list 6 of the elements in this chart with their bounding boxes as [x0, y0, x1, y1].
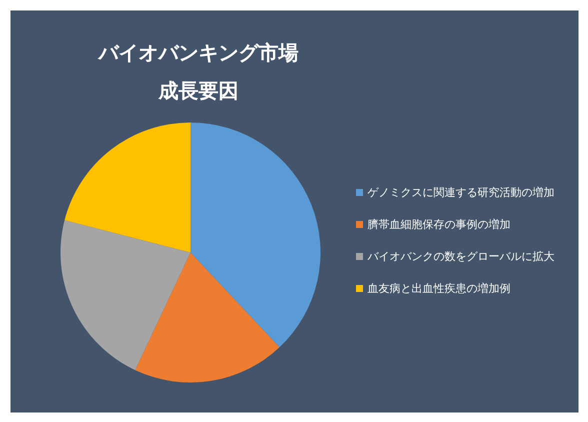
legend-label: 血友病と出血性疾患の増加例 [368, 282, 510, 295]
chart-title: バイオバンキング市場 [98, 40, 298, 64]
chart-subtitle: 成長要因 [158, 78, 238, 102]
legend-label: バイオバンクの数をグローバルに拡大 [366, 250, 554, 263]
legend-label: ゲノミクスに関連する研究活動の増加 [368, 186, 554, 199]
legend-label: 臍帯血細胞保存の事例の増加 [368, 218, 510, 231]
